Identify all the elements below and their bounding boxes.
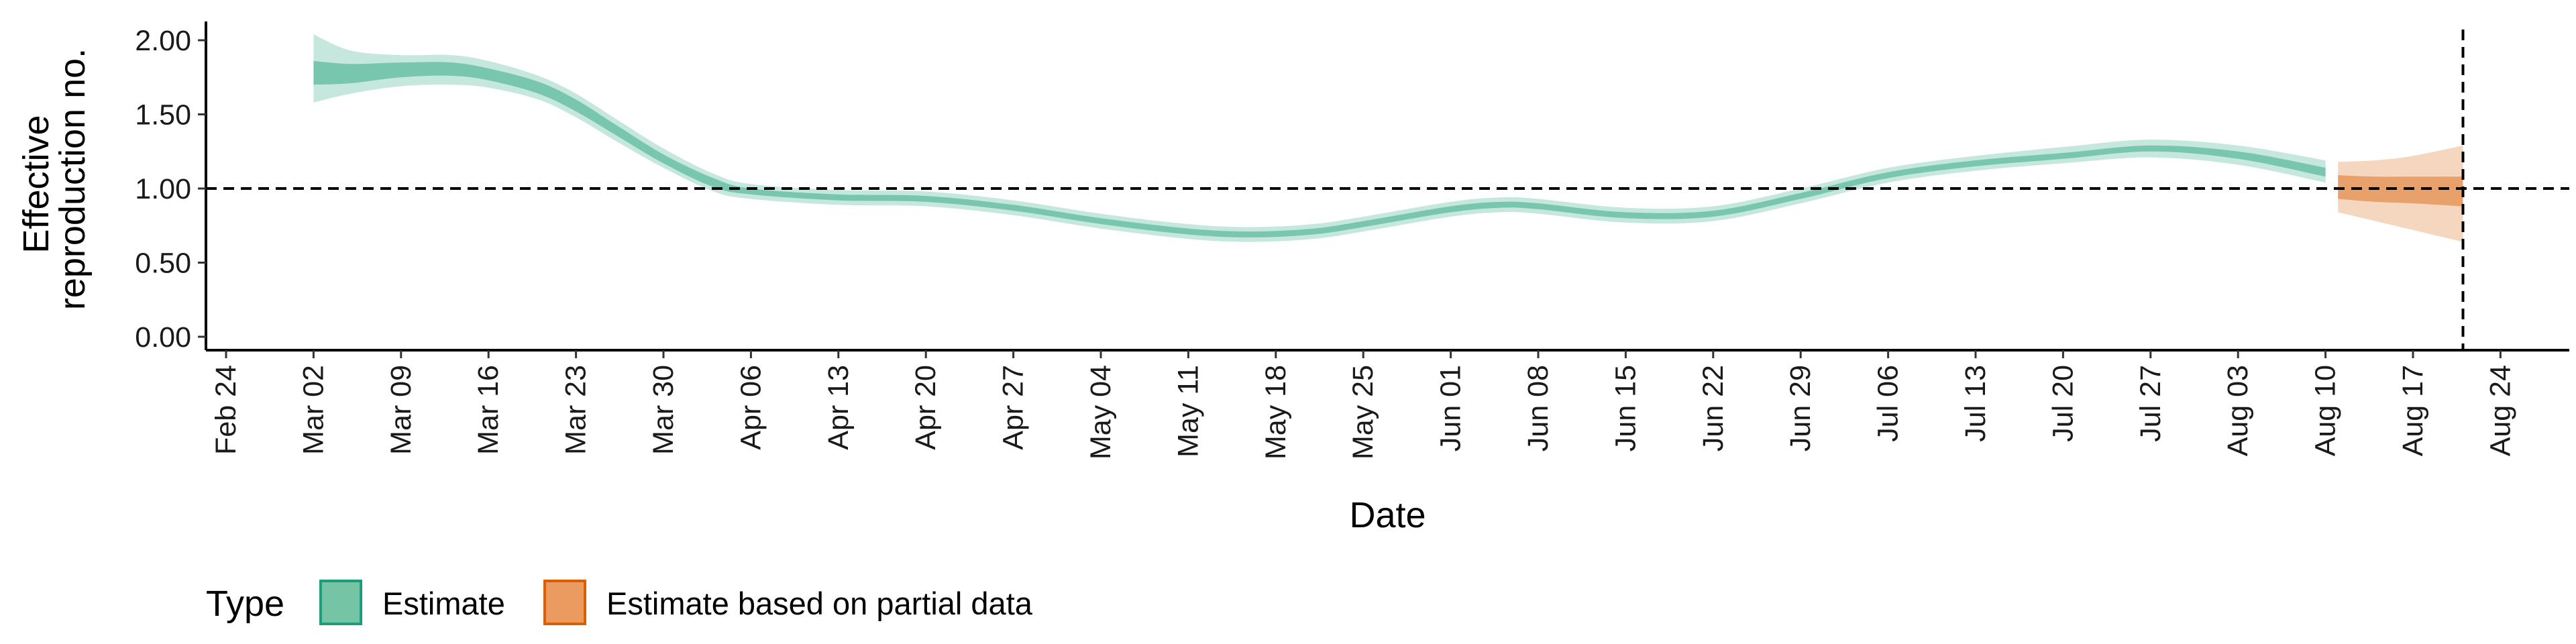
y-axis-ticks: 0.00 0.50 1.00 1.50 2.00 [135, 25, 206, 354]
x-tick-label: Jun 22 [1697, 365, 1729, 451]
x-tick-label: Jun 15 [1609, 365, 1642, 451]
x-tick-label: Aug 17 [2397, 365, 2429, 456]
x-tick-label: May 11 [1172, 365, 1204, 458]
x-tick-label: Jul 27 [2135, 365, 2167, 442]
legend-swatch-estimate [319, 580, 362, 625]
x-tick-label: Jun 08 [1522, 365, 1554, 451]
y-axis-title: Effective reproduction no. [16, 48, 93, 310]
legend: Type Estimate Estimate based on partial … [206, 580, 1033, 625]
y-tick-label: 0.50 [135, 248, 191, 280]
x-tick-label: Apr 13 [822, 365, 855, 450]
y-axis-title-line-1: Effective [16, 115, 56, 253]
y-tick-label: 2.00 [135, 25, 191, 57]
x-tick-label: Mar 02 [297, 365, 329, 455]
legend-label-estimate: Estimate [382, 586, 505, 621]
y-tick-label: 1.00 [135, 173, 191, 205]
x-tick-label: Jul 06 [1872, 365, 1904, 442]
axes [205, 21, 2569, 352]
x-tick-label: Jul 13 [1960, 365, 1992, 442]
x-tick-label: Apr 20 [910, 365, 942, 450]
x-tick-label: Apr 06 [735, 365, 767, 450]
x-tick-label: May 04 [1085, 365, 1117, 460]
x-tick-label: Apr 27 [998, 365, 1030, 450]
legend-title: Type [206, 584, 284, 624]
x-tick-label: May 25 [1347, 365, 1379, 460]
x-tick-label: Aug 24 [2484, 365, 2516, 456]
x-tick-label: Mar 23 [560, 365, 592, 455]
x-tick-label: May 18 [1260, 365, 1292, 460]
x-tick-label: Aug 03 [2222, 365, 2254, 456]
x-tick-label: Jun 01 [1435, 365, 1467, 451]
band-50-partial-data [2338, 175, 2463, 207]
ribbon-bands [313, 34, 2463, 242]
legend-swatch-partial-data [543, 580, 586, 625]
band-90-partial-data [2338, 145, 2463, 242]
x-tick-label: Jul 20 [2047, 365, 2079, 442]
x-tick-label: Mar 16 [472, 365, 504, 455]
x-axis-title: Date [1349, 495, 1426, 535]
x-tick-label: Mar 30 [647, 365, 680, 455]
x-tick-label: Jun 29 [1784, 365, 1817, 451]
y-tick-label: 0.00 [135, 321, 191, 354]
y-tick-label: 1.50 [135, 99, 191, 131]
band-50-estimate [313, 60, 2326, 237]
x-tick-label: Feb 24 [210, 365, 242, 455]
band-90-estimate [313, 34, 2326, 242]
y-axis-title-line-2: reproduction no. [52, 48, 93, 310]
reference-lines [206, 30, 2569, 350]
x-axis-ticks: Feb 24 Mar 02 Mar 09 Mar 16 Mar 23 Mar 30 Apr … [210, 350, 2516, 460]
legend-label-partial-data: Estimate based on partial data [606, 586, 1033, 621]
x-tick-label: Aug 10 [2310, 365, 2342, 456]
x-tick-label: Mar 09 [385, 365, 417, 455]
